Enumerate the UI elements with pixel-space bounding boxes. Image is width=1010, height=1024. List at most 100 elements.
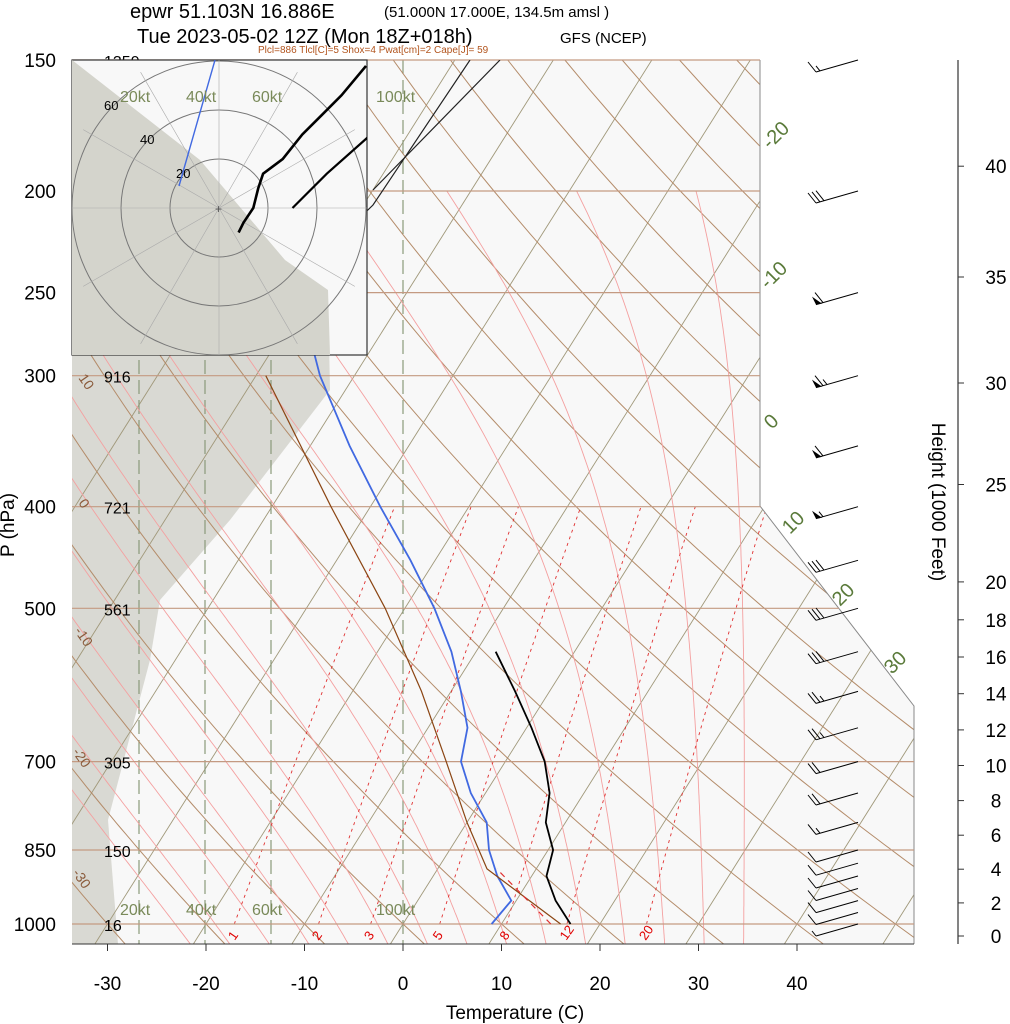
height-tick-label: 6: [991, 826, 1002, 847]
mixing-ratio-line: [318, 506, 472, 925]
pressure-tick-label: 400: [24, 498, 56, 519]
wind-barb: [807, 875, 859, 889]
moist-adiabat: [72, 303, 468, 944]
moist-adiabat: [72, 734, 231, 944]
wind-barb-staff: [815, 761, 859, 775]
dry-adiabat: [72, 433, 525, 944]
wind-barb-staff: [815, 849, 859, 863]
dry-adiabat: [72, 102, 825, 944]
moist-adiabat: [326, 190, 626, 944]
height-tick-label: 10: [985, 756, 1006, 777]
y-axis-title: P (hPa): [0, 493, 19, 557]
hodograph-spoke: [218, 207, 355, 287]
x-tick-label: 20: [589, 974, 610, 995]
plot-right-boundary: [759, 60, 915, 944]
wind-barb-staff: [815, 821, 859, 835]
wind-barb-staff: [815, 690, 859, 704]
geopotential-height-label: 305: [104, 756, 131, 773]
grid-point-label: (51.000N 17.000E, 134.5m amsl ): [384, 4, 609, 21]
height-tick-label: 18: [985, 611, 1006, 632]
moist-adiabat: [72, 677, 270, 944]
hodograph-speed-label: 20kt: [120, 89, 151, 106]
wind-barb-feather: [811, 608, 821, 620]
moist-adiabat: [695, 190, 745, 944]
wind-barb-staff: [815, 59, 859, 73]
wind-barb-feather: [807, 851, 817, 863]
moist-adiabat: [72, 789, 191, 944]
dry-adiabat: [106, 60, 914, 939]
wind-barb-half-feather: [815, 827, 821, 834]
geopotential-height-label: 16: [104, 918, 122, 935]
wind-barb-feather: [811, 560, 821, 572]
moist-adiabat: [72, 550, 349, 944]
chart-axes: -30 -20 -10 0 10 20 30 40 0 2 4 6 8 10 12 14 16 18 20 25 30 3…: [72, 60, 1007, 995]
wind-barb-feather: [807, 864, 817, 876]
wind-barb-flag: [812, 379, 822, 388]
hodograph-center: +: [215, 202, 222, 216]
pressure-tick-label: 300: [24, 367, 56, 388]
isotherm-line: [685, 581, 914, 944]
dry-adiabat: [72, 767, 226, 944]
wind-barb: [807, 912, 859, 925]
hodograph-spoke: [140, 207, 220, 344]
wind-barb-feather: [814, 445, 824, 457]
temperature-upper-line: [372, 60, 501, 191]
hodograph-dewpoint-extension: [178, 60, 216, 187]
x-tick-label: 0: [398, 974, 409, 995]
wind-barb: [812, 292, 859, 306]
mixing-ratio-line: [370, 506, 519, 925]
wind-barb: [807, 190, 859, 204]
wind-barb-half-feather: [819, 732, 825, 738]
wind-barb: [807, 900, 859, 914]
wind-barb-feather: [807, 192, 817, 204]
isotherm-line: [192, 60, 751, 944]
wind-barb-feather: [807, 763, 817, 774]
hodograph-trace-upper: [291, 136, 367, 209]
wind-barbs: [807, 59, 859, 937]
wind-barb-feather: [807, 794, 817, 806]
height-tick-label: 0: [991, 927, 1002, 948]
height-tick-label: 30: [985, 374, 1006, 395]
x-tick-label: 10: [491, 974, 512, 995]
isobar-lines: 1501359200117425010343009164007215005617…: [14, 51, 1010, 944]
hodograph-spoke: [218, 129, 355, 209]
wind-barb-feather: [807, 824, 817, 835]
wind-barb: [812, 506, 859, 520]
x-tick-label: 40: [786, 974, 807, 995]
pressure-tick-label: 500: [24, 599, 56, 620]
height-tick-label: 4: [991, 860, 1002, 881]
dry-adiabat: [72, 213, 725, 944]
wind-barb-feather: [807, 61, 817, 73]
wind-barb-staff: [815, 912, 859, 925]
plot-mask: [760, 60, 1010, 944]
height-tick-label: 8: [991, 792, 1002, 813]
wind-barb-feather: [807, 902, 817, 913]
wind-barb: [807, 651, 859, 665]
pressure-tick-label: 150: [24, 51, 56, 72]
model-label: GFS (NCEP): [560, 30, 647, 47]
bottom-speed-label: 60kt: [252, 902, 283, 919]
wind-barb: [811, 923, 859, 937]
wind-barb-flag: [812, 510, 822, 519]
wind-barb-feather: [814, 375, 824, 387]
dry-adiabat: [220, 60, 914, 799]
wind-barb-staff: [815, 651, 859, 665]
moist-adiabat: [72, 616, 310, 944]
geopotential-height-label: 916: [104, 370, 131, 387]
pressure-tick-label: 200: [24, 182, 56, 203]
wind-barb: [807, 761, 859, 775]
x-tick-label: -10: [291, 974, 318, 995]
wind-barb-staff: [815, 862, 859, 876]
x-tick-label: 30: [688, 974, 709, 995]
wind-barb-feather: [814, 292, 824, 303]
station-title: epwr 51.103N 16.886E: [130, 1, 335, 23]
wind-barb: [807, 888, 859, 901]
wind-barb: [812, 445, 859, 459]
dry-adiabat-lines: [72, 60, 914, 944]
bottom-speed-label: 20kt: [120, 902, 151, 919]
wind-barb: [807, 849, 859, 863]
dry-adiabat: [163, 60, 914, 868]
